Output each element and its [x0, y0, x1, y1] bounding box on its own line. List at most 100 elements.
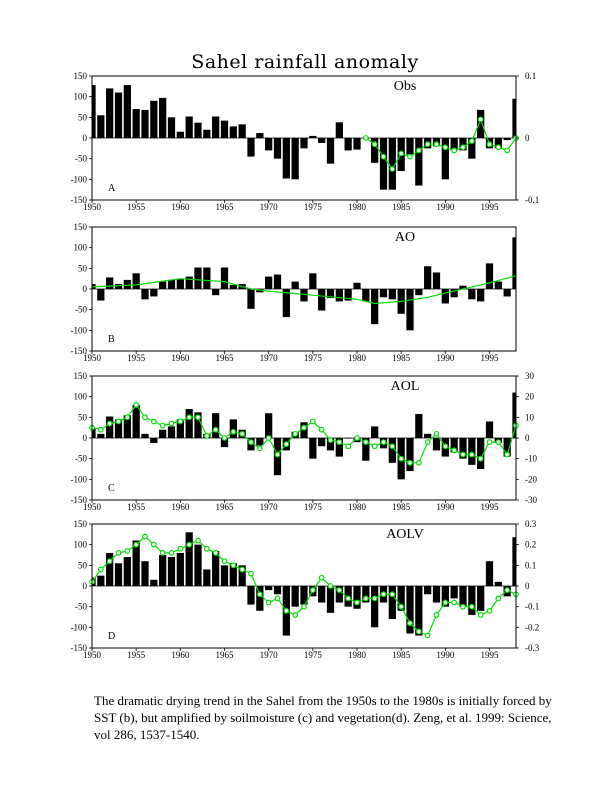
bar-1985: [397, 586, 405, 611]
bar-1997: [503, 138, 511, 141]
bar-1959: [167, 117, 176, 138]
panel-title: AOL: [391, 379, 420, 394]
bar-1979: [344, 138, 352, 151]
green-point-1954: [124, 547, 131, 554]
bar-1953: [114, 92, 123, 138]
bar-1951: [97, 575, 105, 586]
x-tick-label: 1960: [171, 353, 190, 363]
panel-letter: A: [108, 183, 116, 194]
y2-tick-label: 0: [525, 581, 530, 591]
bar-1960: [176, 278, 184, 289]
green-point-1972: [283, 607, 290, 614]
bar-1997: [503, 438, 511, 457]
green-point-1985: [398, 150, 405, 157]
bar-1959: [167, 279, 176, 289]
green-point-1962: [195, 414, 201, 421]
green-point-1960: [177, 545, 184, 552]
bar-1963: [203, 267, 211, 289]
bar-1984: [388, 289, 396, 300]
y-tick-label: 150: [74, 222, 88, 232]
bar-1953: [114, 419, 123, 438]
bar-1961: [185, 276, 193, 289]
green-point-1980: [354, 435, 360, 441]
bar-1955: [132, 540, 140, 586]
x-tick-label: 1965: [216, 353, 235, 363]
green-point-1990: [442, 144, 449, 151]
figure-caption: The dramatic drying trend in the Sahel f…: [94, 693, 552, 742]
x-tick-label: 1990: [436, 202, 455, 212]
bar-1984: [388, 438, 396, 463]
x-tick-label: 1950: [83, 202, 102, 212]
y-tick-label: -50: [75, 454, 87, 464]
bar-1969: [256, 289, 264, 293]
green-point-1951: [97, 566, 104, 573]
y2-tick-label: -20: [525, 474, 537, 484]
x-tick-label: 1965: [216, 650, 235, 660]
x-tick-label: 1950: [83, 353, 102, 363]
y2-tick-label: -0.2: [525, 622, 539, 632]
x-tick-label: 1960: [171, 502, 190, 512]
green-point-1965: [221, 435, 228, 441]
x-tick-label: 1995: [481, 650, 500, 660]
panel-title: AOLV: [386, 527, 424, 542]
bar-1967: [238, 124, 246, 138]
bar-1976: [318, 586, 326, 603]
green-point-1970: [265, 435, 272, 441]
green-point-1988: [424, 439, 431, 446]
bar-1974: [300, 289, 308, 302]
green-point-1974: [301, 603, 307, 610]
green-point-1978: [336, 587, 343, 594]
x-tick-label: 1985: [392, 650, 411, 660]
panel-title: Obs: [394, 79, 417, 94]
green-point-1988: [424, 632, 431, 639]
x-tick-label: 1955: [127, 353, 146, 363]
green-point-1990: [442, 443, 449, 450]
bar-1992: [459, 586, 467, 607]
green-point-1994: [477, 116, 484, 123]
green-point-1969: [256, 445, 263, 452]
green-point-1955: [133, 541, 140, 548]
bar-1974: [300, 586, 308, 605]
bar-1954: [123, 279, 131, 289]
x-tick-label: 1980: [348, 650, 367, 660]
bar-1958: [159, 555, 167, 586]
bar-1976: [318, 289, 326, 311]
y2-tick-label: 0: [525, 133, 530, 143]
green-point-1972: [283, 441, 290, 448]
bar-1952: [106, 277, 114, 289]
bar-1951: [97, 433, 105, 438]
x-tick-label: 1980: [348, 502, 367, 512]
bar-1971: [273, 274, 282, 289]
bar-1994: [477, 289, 485, 302]
x-tick-label: 1980: [348, 202, 367, 212]
green-point-1967: [239, 566, 246, 573]
bar-1987: [415, 586, 423, 636]
y-tick-label: 150: [74, 71, 88, 81]
green-point-1985: [398, 603, 405, 610]
green-point-1953: [115, 550, 122, 556]
x-tick-label: 1990: [436, 650, 455, 660]
y-tick-label: -150: [71, 195, 88, 205]
green-series-line: [91, 275, 517, 305]
bar-1953: [114, 563, 123, 586]
green-point-1966: [230, 562, 237, 569]
x-tick-label: 1965: [216, 502, 235, 512]
bar-1950: [92, 85, 96, 138]
green-point-1986: [407, 153, 413, 160]
bar-1993: [468, 289, 476, 300]
green-series-line: [365, 117, 517, 171]
bar-1998: [512, 392, 516, 438]
green-point-1997: [504, 451, 511, 458]
x-tick-label: 1985: [392, 502, 411, 512]
green-point-1983: [380, 153, 387, 160]
y-tick-label: -100: [71, 325, 88, 335]
green-point-1996: [495, 144, 502, 151]
green-point-1963: [203, 433, 210, 439]
y-tick-label: -100: [71, 174, 88, 184]
bar-1991: [450, 138, 458, 151]
green-point-1963: [203, 545, 210, 552]
green-point-1960: [177, 418, 184, 425]
bar-1963: [203, 129, 211, 138]
green-point-1983: [380, 591, 387, 598]
bar-1998: [512, 98, 516, 138]
